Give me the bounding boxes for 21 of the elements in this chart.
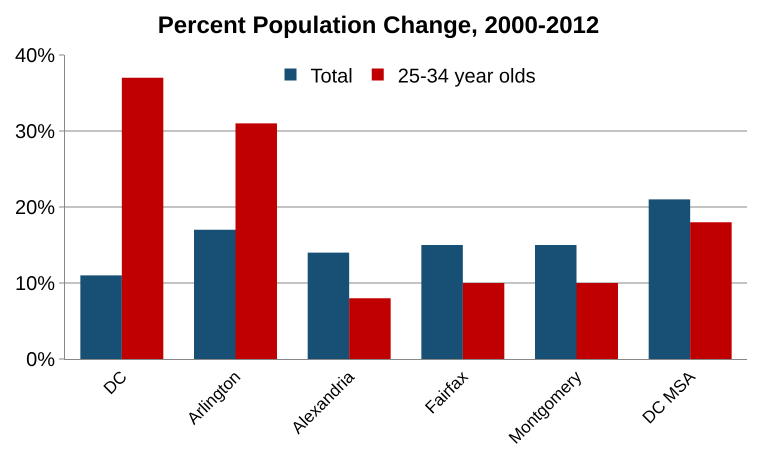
bar — [535, 245, 576, 359]
y-tick-label: 0% — [26, 349, 56, 371]
y-tick-label: 30% — [14, 121, 56, 143]
bar — [462, 283, 504, 359]
bar — [236, 123, 277, 359]
y-tick-label: 40% — [14, 45, 56, 67]
y-tick-label: 10% — [14, 273, 56, 295]
bar — [690, 222, 732, 359]
bar — [194, 230, 236, 359]
x-tick-label: DC — [100, 367, 131, 398]
bar — [308, 252, 350, 359]
y-tick-label: 20% — [14, 197, 56, 219]
bar — [648, 199, 690, 359]
bar — [349, 298, 391, 359]
legend-label: 25-34 year olds — [398, 65, 536, 88]
bar — [122, 78, 164, 359]
chart-title: Percent Population Change, 2000-2012 — [158, 12, 600, 40]
legend-label: Total — [310, 65, 353, 88]
bar — [80, 275, 122, 359]
bar — [576, 283, 618, 359]
bar — [421, 245, 463, 359]
